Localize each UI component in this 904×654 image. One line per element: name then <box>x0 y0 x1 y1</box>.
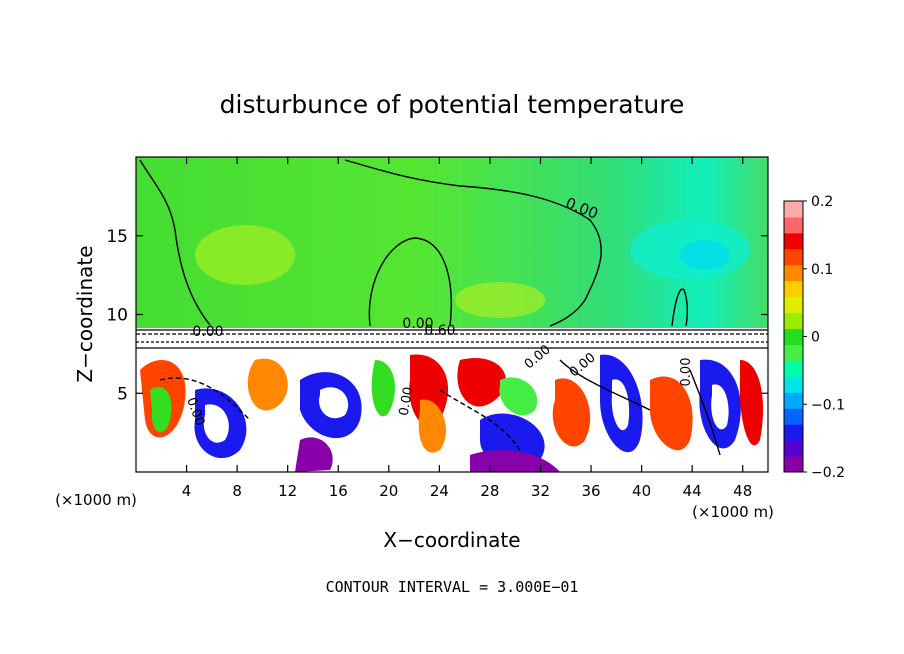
contour-zero-dome <box>368 237 452 327</box>
x-tick-label: 28 <box>480 482 499 500</box>
warm-blob <box>455 282 545 318</box>
x-tick-label: 4 <box>182 482 192 500</box>
contour-label: 0.00 <box>192 324 223 340</box>
y-axis-label: Z−coordinate <box>73 245 97 382</box>
colorbar-swatch <box>784 216 803 234</box>
contour-lower <box>559 359 651 411</box>
contour-lines <box>139 159 721 456</box>
colorbar-swatch <box>784 440 803 457</box>
contour-lower <box>439 389 521 451</box>
warm-blob <box>195 225 295 285</box>
colorbar-swatch <box>784 248 803 266</box>
colorbar-swatch <box>784 344 803 361</box>
colorbar-swatch <box>784 392 803 409</box>
colorbar-tick-label: −0.2 <box>811 465 845 481</box>
y-tick-label: 5 <box>117 384 128 404</box>
colorbar-tick-label: −0.1 <box>811 397 845 413</box>
contour-label: 0.00 <box>402 316 433 332</box>
y-tick-label: 15 <box>106 227 128 247</box>
y-axis: 5 10 15 <box>106 227 768 404</box>
colorbar-swatch <box>784 408 803 425</box>
contour-lower <box>689 369 721 456</box>
colorbar-swatch <box>784 360 803 377</box>
contour-interval-note: CONTOUR INTERVAL = 3.000E−01 <box>326 578 579 596</box>
colorbar-tick-label: 0.2 <box>811 194 833 210</box>
colorbar-tick-label: 0.1 <box>811 262 833 278</box>
x-tick-label: 32 <box>531 482 550 500</box>
x-tick-label: 44 <box>683 482 702 500</box>
colorbar-swatch <box>784 424 803 441</box>
colorbar-swatch <box>784 376 803 393</box>
x-unit-right: (×1000 m) <box>692 503 774 521</box>
x-tick-label: 12 <box>278 482 297 500</box>
contour-label: 0.00 <box>679 358 694 387</box>
colorbar-swatch <box>784 280 803 298</box>
x-tick-label: 8 <box>232 482 242 500</box>
x-tick-label: 48 <box>733 482 752 500</box>
colorbar-swatch <box>784 201 803 218</box>
x-tick-label: 40 <box>632 482 651 500</box>
x-unit-left: (×1000 m) <box>55 491 137 509</box>
x-tick-label: 36 <box>581 482 600 500</box>
x-tick-label: 16 <box>329 482 348 500</box>
colorbar-swatch <box>784 328 803 345</box>
contour-zero-upper <box>344 159 602 327</box>
colorbar-swatch <box>784 312 803 330</box>
colorbar-swatch <box>784 296 803 314</box>
plot-area <box>136 157 768 472</box>
x-axis: 4 8 12 16 20 24 28 32 36 40 44 48 <box>182 157 752 500</box>
colorbar-swatch <box>784 232 803 250</box>
contour-label: 0.00 <box>397 386 417 417</box>
chart-title: disturbunce of potential temperature <box>220 90 685 119</box>
colorbar-swatch <box>784 264 803 282</box>
y-tick-label: 10 <box>106 306 128 326</box>
contour-label: 0.60 <box>424 323 455 339</box>
x-tick-label: 24 <box>430 482 449 500</box>
colorbar-tick-label: 0 <box>811 330 820 346</box>
x-tick-label: 20 <box>379 482 398 500</box>
turbulent-eddies <box>140 354 764 472</box>
contour-zero-upper <box>139 159 211 326</box>
x-axis-label: X−coordinate <box>383 528 520 552</box>
colorbar: 0.2 0.1 0 −0.1 −0.2 <box>783 194 845 481</box>
cool-blob <box>680 240 730 270</box>
contour-zero-spike <box>671 288 689 327</box>
contour-lower <box>159 377 251 421</box>
colorbar-swatch <box>784 456 803 473</box>
